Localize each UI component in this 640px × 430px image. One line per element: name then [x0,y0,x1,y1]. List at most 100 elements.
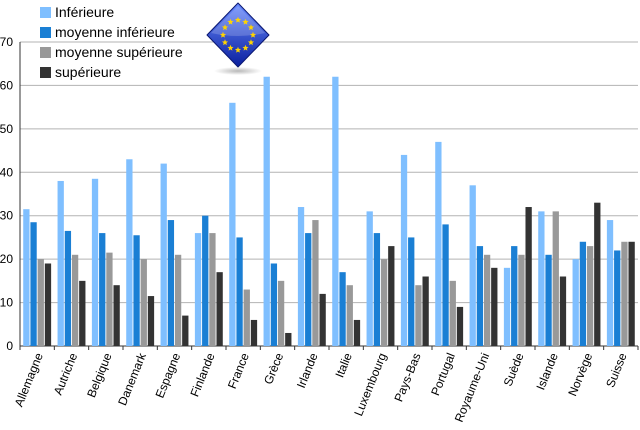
bar [491,267,498,346]
bar [415,285,422,346]
bar [126,159,133,346]
legend: Inférieure moyenne inférieure moyenne supé… [40,4,183,80]
eu-flag-icon [206,2,270,75]
x-tick-label: Royaume-Uni [452,351,492,424]
bar [297,207,305,346]
bar [483,254,491,346]
bar [250,319,258,346]
y-tick-label: 30 [0,209,13,223]
bar [456,306,464,346]
bar [133,235,140,346]
bar [366,211,373,346]
legend-swatch [40,7,51,18]
x-tick-label: Norvège [565,351,595,399]
bar [140,259,147,346]
legend-swatch [40,67,51,78]
bar [167,220,175,346]
bar [270,263,278,346]
y-tick-label: 20 [0,252,13,266]
bar [552,211,559,346]
bar [469,185,476,346]
bar [209,233,216,346]
bar [79,280,86,346]
logo-star [242,18,249,25]
logo-star [249,31,257,38]
legend-label: supérieure [55,64,121,80]
logo-star [234,46,242,53]
x-tick-label: Allemagne [12,351,46,409]
logo-star [247,24,255,31]
logo-star [221,24,229,31]
y-tick-label: 10 [0,296,13,310]
logo-star [227,44,234,51]
bar [312,220,319,346]
bar [182,315,189,346]
bar [305,233,312,346]
legend-label: Inférieure [55,4,114,20]
bar [408,237,415,346]
x-tick-label: Suède [501,351,527,389]
y-tick-label: 70 [0,35,13,49]
y-tick-label: 50 [0,122,13,136]
legend-label: moyenne supérieure [55,44,183,60]
bar [30,222,37,346]
bar [236,237,243,346]
bar [476,246,484,346]
bar [449,280,456,346]
bar [44,263,52,346]
bar [400,154,408,346]
bar [545,254,552,346]
x-tick-label: Danemark [115,350,149,407]
bar [64,230,72,346]
y-tick-label: 60 [0,78,13,92]
bar [353,319,361,346]
bar [388,246,395,346]
bar [442,224,449,346]
legend-swatch [40,27,51,38]
bar [106,252,113,346]
x-tick-label: Irlande [294,351,321,391]
bar [57,180,64,346]
axes: 0 10 20 30 40 50 60 70 [0,35,639,353]
bar [174,254,182,346]
bar [380,259,388,346]
bar [194,233,202,346]
x-tick-label: Finlande [187,351,217,399]
bar [572,259,579,346]
bar [23,209,30,346]
bar [71,254,79,346]
bar [113,285,120,346]
legend-swatch [40,47,51,58]
x-tick-label: Portugal [428,351,458,398]
logo-star [221,39,229,46]
bar [319,293,326,346]
bar [216,272,223,346]
bar [586,246,594,346]
bar [559,276,567,346]
bar [339,272,346,346]
y-tick-label: 40 [0,165,13,179]
y-tick-label: 0 [6,339,13,353]
bar [628,241,635,346]
bar [229,102,236,346]
bar [373,233,381,346]
bar [511,246,518,346]
logo-star [242,44,249,51]
x-tick-labels: Allemagne Autriche Belgique Danemark Espagne… [12,350,630,424]
x-tick-label: Grèce [261,351,286,387]
bar [503,267,511,346]
bar [147,296,155,346]
legend-label: moyenne inférieure [55,24,175,40]
bar [594,202,601,346]
bar [243,289,250,346]
logo-star [234,16,242,23]
bars [23,76,635,347]
bar [99,233,106,346]
x-tick-label: Espagne [153,351,184,400]
bar [91,178,99,346]
x-tick-label: Italie [332,351,355,380]
x-tick-label: Luxembourg [351,351,389,418]
bar [37,259,44,346]
bar [285,332,292,346]
bar [263,76,270,347]
